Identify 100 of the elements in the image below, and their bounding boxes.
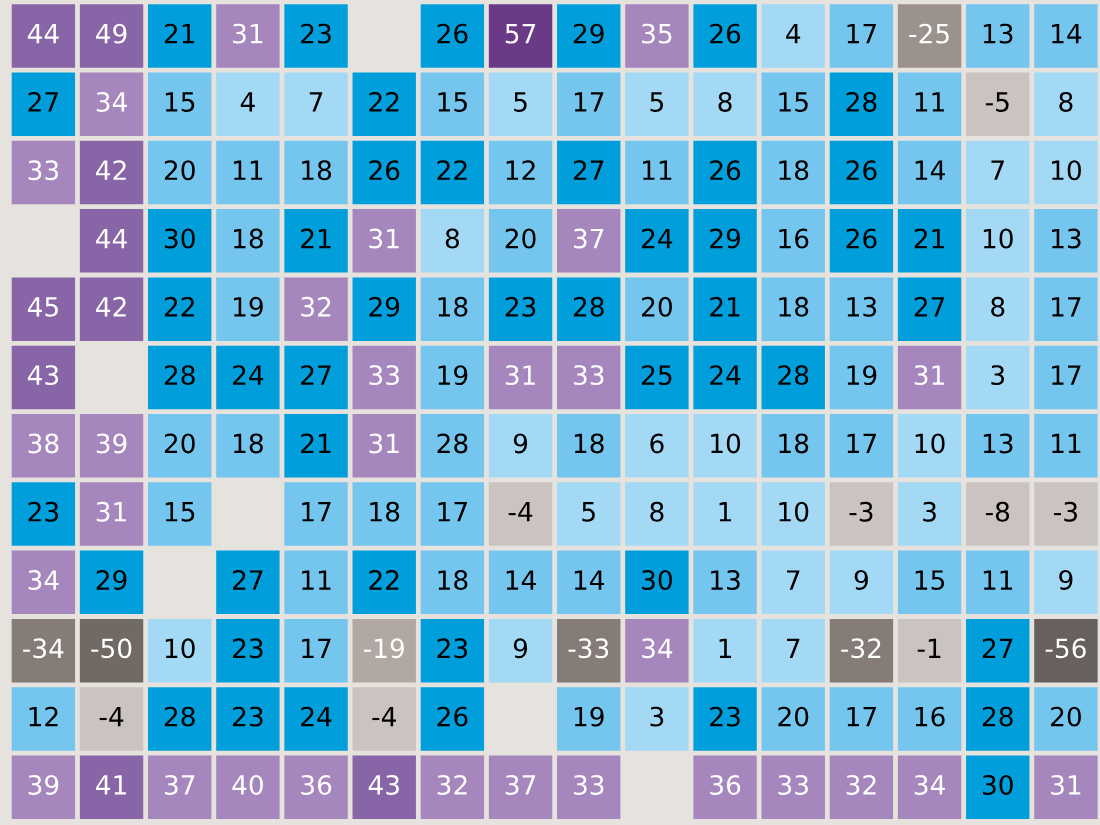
- data-label: -19: [363, 638, 404, 659]
- data-label: 31: [369, 228, 399, 249]
- data-label: 19: [234, 296, 263, 317]
- data-label: 36: [301, 774, 332, 795]
- data-label: 17: [847, 433, 876, 454]
- data-label: 44: [27, 23, 59, 44]
- data-label: 20: [164, 160, 195, 181]
- data-label: 27: [982, 638, 1013, 658]
- data-label: 31: [96, 501, 126, 522]
- data-label: 45: [27, 297, 58, 317]
- data-label: -34: [23, 638, 64, 659]
- data-label: 31: [369, 433, 399, 454]
- data-label: 25: [642, 365, 672, 386]
- data-label: -25: [909, 23, 949, 44]
- data-label: 20: [642, 296, 672, 317]
- data-label: 21: [164, 23, 195, 44]
- data-label: 17: [302, 638, 331, 658]
- data-label: 17: [1052, 297, 1081, 317]
- data-label: 43: [27, 365, 59, 386]
- data-label: 24: [301, 706, 332, 727]
- data-label: 23: [505, 296, 536, 317]
- data-label: 21: [710, 296, 740, 317]
- data-label: 23: [301, 23, 331, 44]
- data-label: 27: [301, 365, 331, 385]
- data-label: 10: [711, 433, 741, 454]
- data-label: 26: [437, 23, 468, 44]
- data-label: -4: [372, 706, 396, 727]
- data-label: 9: [513, 638, 528, 659]
- data-label: 21: [914, 228, 944, 249]
- data-label: 3: [923, 501, 936, 522]
- data-label: 28: [982, 706, 1013, 727]
- data-label: 15: [165, 502, 195, 522]
- data-label: 22: [437, 160, 467, 180]
- data-label: 4: [240, 92, 255, 112]
- data-label: 18: [370, 501, 400, 522]
- data-label: 30: [642, 570, 672, 591]
- data-label: 31: [1051, 774, 1081, 795]
- data-label: 44: [96, 228, 127, 249]
- data-label: -5: [985, 92, 1009, 112]
- data-label: -3: [849, 501, 873, 522]
- data-label: 23: [710, 706, 740, 727]
- data-label: 21: [301, 228, 331, 249]
- data-label: 27: [28, 91, 58, 112]
- data-label: 11: [234, 160, 263, 180]
- data-label: 22: [369, 91, 399, 112]
- data-label: 28: [846, 91, 877, 112]
- data-label: 9: [513, 433, 528, 454]
- data-label: 20: [778, 706, 809, 727]
- data-label: 18: [779, 433, 809, 454]
- data-label: 1: [719, 502, 732, 522]
- data-label: -1: [917, 638, 941, 658]
- data-label: 14: [574, 570, 605, 590]
- data-label: 16: [779, 228, 809, 249]
- data-label: 37: [573, 228, 604, 249]
- data-label: 34: [96, 91, 127, 112]
- data-label: 10: [983, 228, 1013, 249]
- data-label: 31: [505, 365, 535, 386]
- data-label: -3: [1054, 501, 1077, 522]
- data-label: 15: [915, 570, 945, 591]
- data-label: 3: [650, 706, 664, 727]
- data-label: 11: [643, 160, 672, 180]
- data-label: 28: [164, 706, 195, 727]
- data-label: 41: [96, 775, 126, 795]
- data-label: 28: [573, 296, 604, 317]
- data-label: 24: [233, 365, 264, 385]
- data-label: -33: [568, 638, 609, 659]
- data-label: 23: [233, 638, 263, 659]
- data-label: 57: [505, 23, 536, 44]
- data-label: 15: [779, 92, 808, 112]
- data-label: 13: [1052, 228, 1081, 249]
- data-label: 20: [1051, 706, 1081, 727]
- data-label: 13: [711, 570, 740, 591]
- data-label: 33: [778, 774, 808, 795]
- data-label: 37: [164, 774, 195, 795]
- data-label: 5: [650, 92, 663, 112]
- data-label: 18: [779, 160, 809, 181]
- data-label: 29: [573, 23, 604, 44]
- data-label: 13: [847, 296, 877, 317]
- data-label: 11: [302, 570, 331, 590]
- data-label: 15: [165, 92, 195, 112]
- data-label: 13: [983, 433, 1013, 454]
- data-label: 34: [914, 774, 945, 795]
- data-label: 15: [438, 92, 467, 112]
- data-label: 39: [28, 774, 59, 795]
- data-label: 31: [914, 365, 944, 386]
- data-label: 33: [28, 160, 59, 181]
- data-label: 14: [915, 160, 945, 180]
- data-label: 8: [1059, 91, 1073, 112]
- data-label: 42: [96, 160, 126, 180]
- data-label: 6: [650, 433, 664, 454]
- data-label: 24: [642, 228, 673, 249]
- data-label: 7: [309, 92, 323, 112]
- data-label: 30: [164, 228, 195, 249]
- data-label: 14: [506, 570, 536, 590]
- data-label: 18: [234, 228, 263, 249]
- data-label: 4: [786, 23, 801, 44]
- data-label: 32: [301, 296, 331, 317]
- data-label: -4: [99, 706, 124, 727]
- data-label: 8: [650, 501, 664, 522]
- data-label: 33: [573, 365, 604, 386]
